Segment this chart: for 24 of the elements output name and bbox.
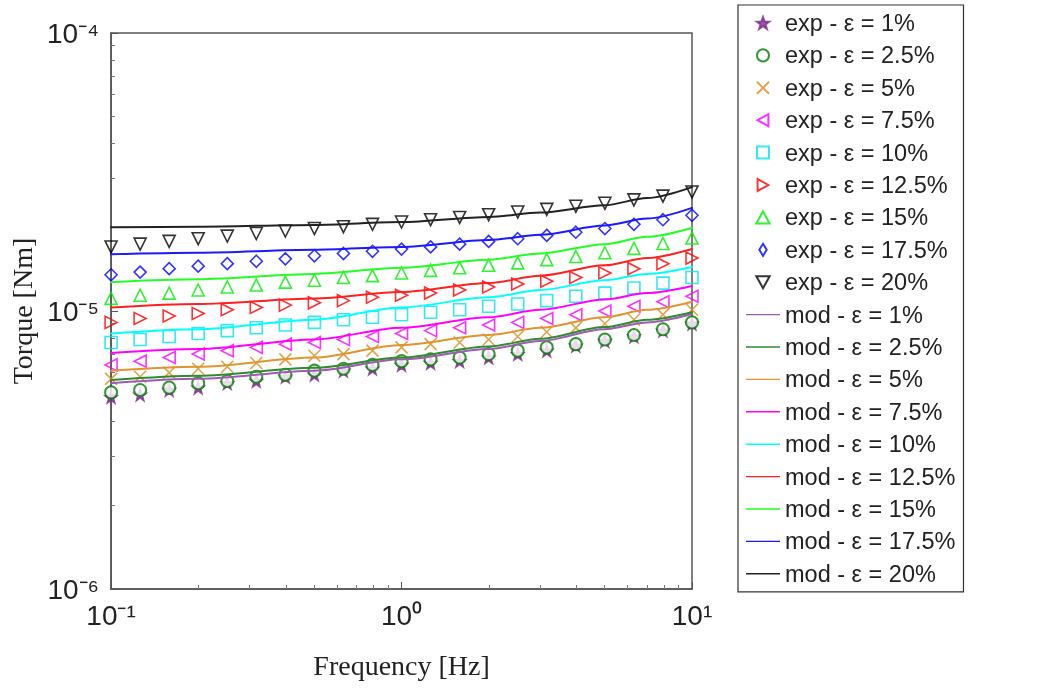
legend-label: exp - ε = 15%	[785, 204, 929, 231]
legend-label: exp - ε = 1%	[785, 10, 916, 36]
x-axis-title: Frequency [Hz]	[313, 649, 490, 681]
y-tick-label: 10⁻⁴	[46, 17, 100, 49]
legend-label: mod - ε = 2.5%	[785, 334, 943, 360]
legend-label: mod - ε = 15%	[785, 496, 936, 522]
legend-label: mod - ε = 20%	[785, 560, 936, 587]
legend-label: mod - ε = 12.5%	[785, 463, 956, 490]
legend-label: exp - ε = 7.5%	[785, 107, 935, 134]
legend-label: exp - ε = 5%	[785, 74, 916, 101]
legend-label: exp - ε = 17.5%	[785, 236, 948, 263]
legend-label: exp - ε = 2.5%	[785, 42, 935, 69]
legend-label: exp - ε = 10%	[785, 139, 929, 166]
legend-label: exp - ε = 12.5%	[785, 172, 948, 198]
x-tick-label: 10¹	[671, 599, 713, 631]
legend-label: mod - ε = 17.5%	[785, 528, 956, 555]
legend-label: mod - ε = 7.5%	[785, 398, 943, 425]
y-axis-title: Torque [Nm]	[6, 237, 38, 385]
legend-label: exp - ε = 20%	[785, 269, 929, 296]
legend-label: mod - ε = 5%	[785, 366, 923, 393]
y-tick-label: 10⁻⁵	[47, 295, 100, 327]
x-tick-label: 10⁰	[380, 599, 423, 631]
legend-label: mod - ε = 10%	[785, 431, 936, 458]
legend-label: mod - ε = 1%	[785, 301, 923, 328]
